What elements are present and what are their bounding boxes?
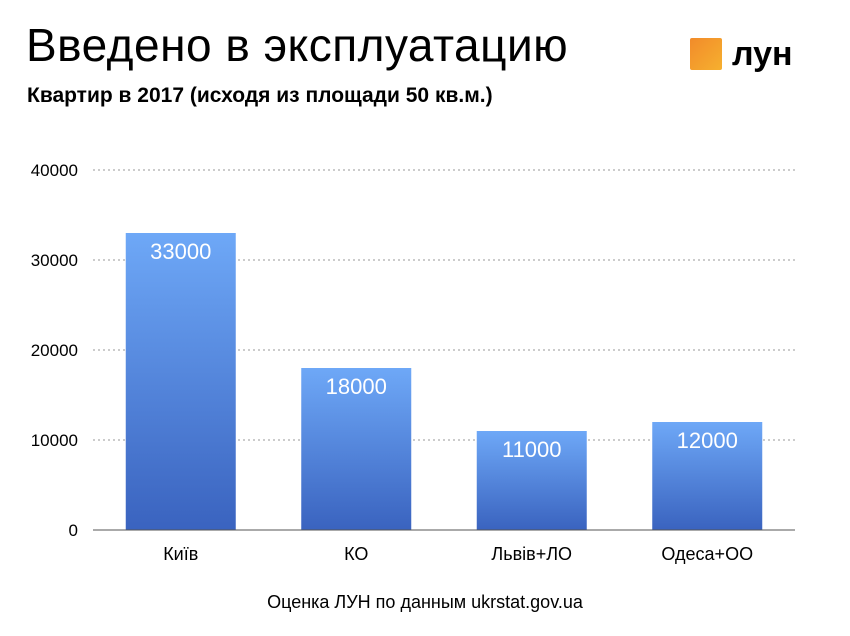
bar-data-label: 12000 bbox=[677, 428, 738, 453]
y-axis-ticks: 0 10000 20000 30000 40000 bbox=[31, 161, 78, 540]
x-axis-ticks: Київ КО Львів+ЛО Одеса+ОО bbox=[163, 544, 753, 564]
y-tick-label: 20000 bbox=[31, 341, 78, 360]
bar bbox=[125, 233, 236, 530]
lun-logo-mark-icon bbox=[690, 38, 722, 70]
x-tick-label: Львів+ЛО bbox=[491, 544, 572, 564]
data-labels: 33000 18000 11000 12000 bbox=[150, 239, 738, 462]
y-tick-label: 30000 bbox=[31, 251, 78, 270]
y-tick-label: 40000 bbox=[31, 161, 78, 180]
source-note: Оценка ЛУН по данным ukrstat.gov.ua bbox=[267, 592, 583, 612]
bar bbox=[476, 431, 587, 530]
chart-subtitle: Квартир в 2017 (исходя из площади 50 кв.… bbox=[27, 84, 493, 107]
x-tick-label: КО bbox=[344, 544, 368, 564]
bar-data-label: 33000 bbox=[150, 239, 211, 264]
chart-title: Введено в эксплуатацию bbox=[26, 19, 569, 71]
x-tick-label: Київ bbox=[163, 544, 198, 564]
y-tick-label: 10000 bbox=[31, 431, 78, 450]
bar-data-label: 11000 bbox=[502, 437, 562, 462]
bar bbox=[652, 422, 763, 530]
bar-chart: 0 10000 20000 30000 40000 33000 18000 11000 120… bbox=[31, 161, 795, 564]
lun-logo-text: лун bbox=[732, 35, 793, 73]
lun-logo: лун bbox=[690, 35, 793, 73]
bar-data-label: 18000 bbox=[326, 374, 387, 399]
y-tick-label: 0 bbox=[69, 521, 78, 540]
bars bbox=[125, 233, 763, 530]
x-tick-label: Одеса+ОО bbox=[661, 544, 753, 564]
bar bbox=[301, 368, 412, 530]
